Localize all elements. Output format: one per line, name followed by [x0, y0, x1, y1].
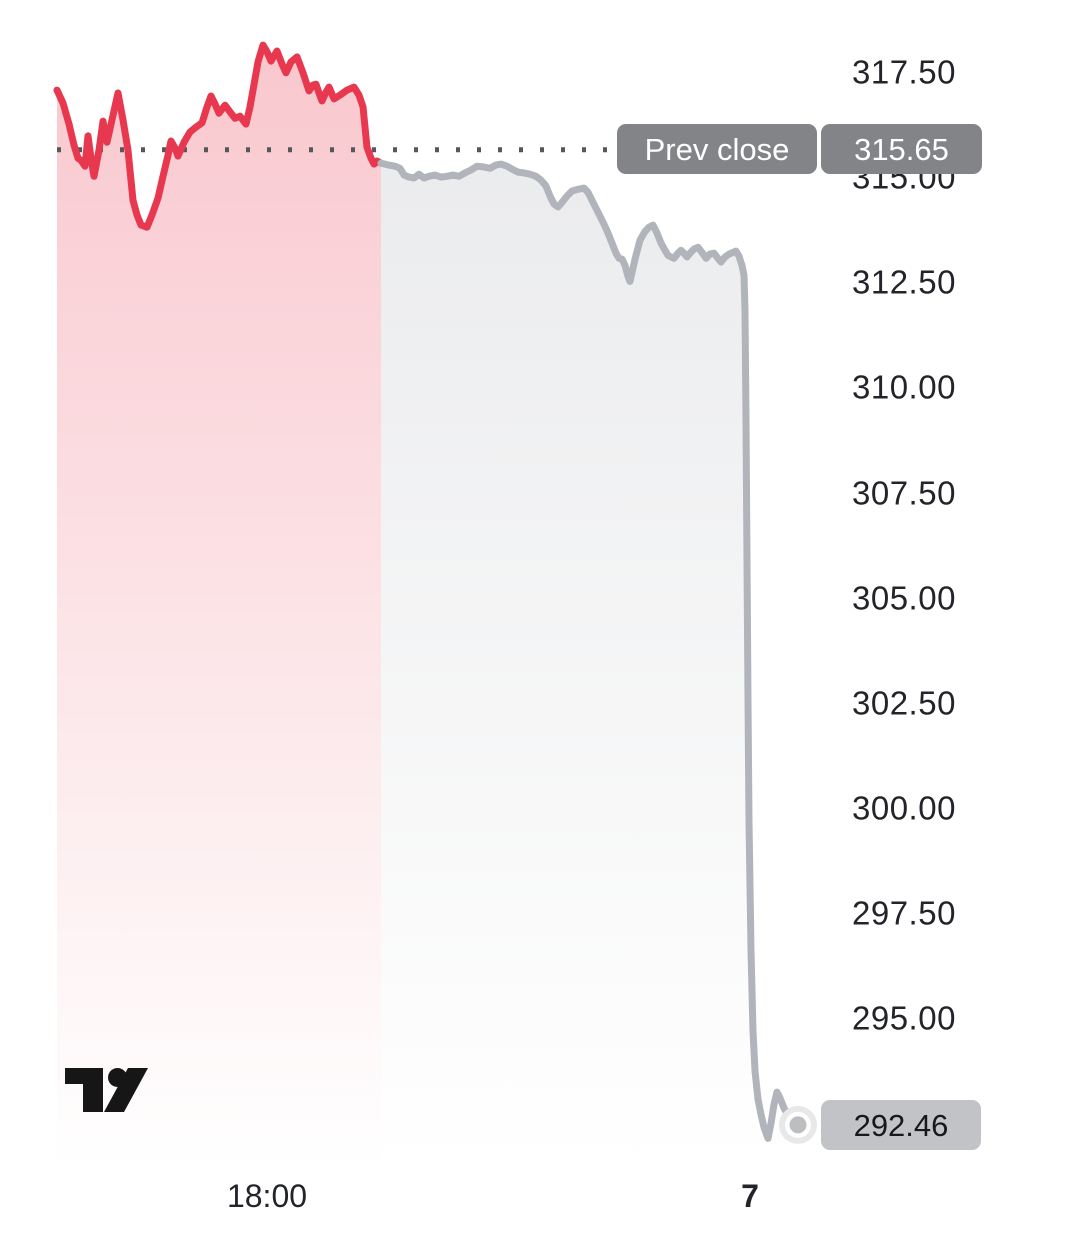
regular-hours-area-fill — [57, 45, 381, 1169]
y-axis-label: 302.50 — [852, 684, 956, 722]
y-axis-label: 312.50 — [852, 263, 956, 301]
x-axis-label: 7 — [741, 1178, 759, 1214]
after-hours-line — [377, 159, 802, 1142]
tradingview-logo-icon — [65, 1068, 148, 1112]
y-axis-label: 317.50 — [852, 53, 956, 91]
y-axis-label: 310.00 — [852, 368, 956, 406]
prev-close-label-badge: Prev close — [617, 124, 817, 174]
last-price-marker — [779, 1105, 817, 1144]
y-axis-label: 307.50 — [852, 474, 956, 511]
last-price-badge: 292.46 — [821, 1100, 981, 1150]
regular-hours-line — [53, 41, 385, 231]
after-hours-area-fill — [381, 163, 798, 1168]
y-axis-label: 300.00 — [852, 789, 956, 827]
prev-close-value-badge: 315.65 — [821, 124, 982, 174]
y-axis-label: 297.50 — [852, 894, 956, 932]
y-axis-label: 305.00 — [852, 579, 956, 617]
y-axis-label: 295.00 — [852, 999, 956, 1037]
x-axis-label: 18:00 — [226, 1178, 308, 1214]
